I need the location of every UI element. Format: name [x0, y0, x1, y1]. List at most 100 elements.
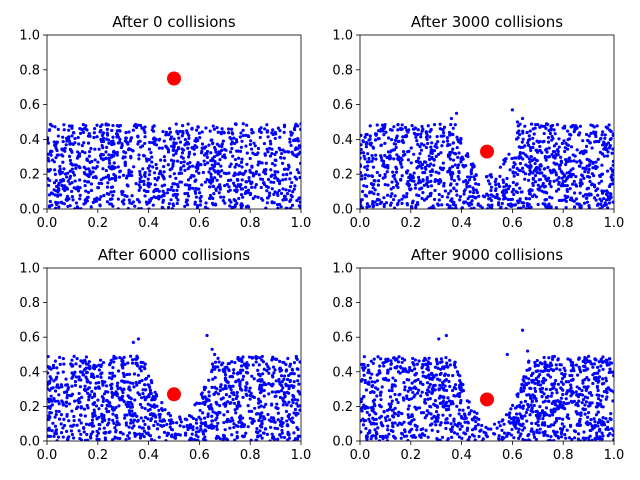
small-particle [211, 377, 215, 381]
small-particle [152, 423, 156, 428]
small-particle [247, 389, 251, 393]
small-particle [100, 133, 104, 138]
small-particle [260, 425, 264, 429]
small-particle [163, 158, 167, 163]
small-particle [158, 137, 162, 141]
small-particle [91, 166, 95, 170]
small-particle [476, 422, 480, 427]
small-particle [406, 407, 410, 411]
small-particle [597, 402, 601, 406]
small-particle [288, 185, 293, 189]
small-particle [578, 164, 582, 168]
small-particle [445, 139, 450, 143]
small-particle [460, 389, 464, 393]
small-particle [555, 416, 559, 421]
small-particle [548, 182, 552, 186]
small-particle [389, 359, 393, 363]
small-particle [187, 136, 191, 140]
small-particle [524, 438, 528, 441]
small-particle [552, 168, 556, 172]
small-particle [116, 197, 120, 201]
small-particle [430, 151, 434, 155]
small-particle [569, 369, 573, 373]
small-particle [53, 359, 57, 363]
small-particle [217, 152, 221, 156]
small-particle [420, 366, 424, 370]
small-particle [590, 401, 594, 405]
small-particle [372, 410, 376, 414]
small-particle [187, 133, 191, 137]
y-tick-label: 0.6 [19, 98, 40, 113]
small-particle [578, 184, 583, 188]
small-particle [286, 150, 290, 154]
small-particle [524, 163, 528, 167]
small-particle [54, 142, 58, 146]
small-particle [451, 158, 456, 162]
small-particle [212, 392, 216, 396]
small-particle [432, 206, 436, 209]
small-particle [199, 199, 203, 203]
small-particle [275, 191, 279, 195]
small-particle [218, 185, 222, 189]
small-particle [104, 384, 109, 388]
small-particle [143, 141, 147, 146]
small-particle [50, 429, 54, 433]
small-particle [216, 356, 220, 360]
small-particle [112, 421, 116, 425]
small-particle [136, 418, 140, 422]
small-particle [249, 147, 254, 151]
small-particle [450, 170, 454, 175]
small-particle [392, 125, 396, 129]
small-particle [516, 430, 520, 434]
small-particle [596, 139, 600, 144]
small-particle [222, 434, 227, 438]
small-particle [533, 173, 538, 178]
small-particle [452, 186, 456, 190]
small-particle [284, 362, 288, 367]
small-particle [194, 430, 198, 434]
y-tick-label: 0.2 [332, 400, 353, 415]
y-tick-label: 0.2 [19, 168, 40, 183]
small-particle [554, 419, 559, 423]
small-particle [420, 162, 425, 167]
small-particle [107, 430, 111, 435]
small-particle [57, 181, 61, 185]
small-particle [47, 183, 51, 188]
small-particle [215, 401, 219, 406]
small-particle [186, 162, 190, 166]
small-particle [433, 365, 438, 369]
small-particle [53, 399, 58, 403]
small-particle [248, 156, 252, 161]
small-particle [282, 392, 287, 396]
small-particle [561, 183, 565, 188]
small-particle [101, 383, 105, 387]
small-particle [528, 129, 532, 133]
small-particle [452, 151, 457, 155]
small-particle [599, 136, 603, 141]
small-particle [110, 390, 114, 395]
small-particle [143, 388, 147, 392]
small-particle [85, 370, 89, 374]
small-particle [206, 414, 210, 419]
small-particle [88, 169, 92, 173]
small-particle [89, 432, 93, 436]
small-particle [372, 182, 376, 187]
small-particle [564, 397, 568, 401]
small-particle [437, 171, 441, 175]
small-particle [549, 408, 553, 412]
small-particle [456, 174, 460, 179]
small-particle [240, 358, 244, 362]
small-particle [50, 203, 54, 207]
small-particle [74, 375, 79, 379]
small-particle [381, 176, 385, 180]
small-particle [521, 406, 525, 410]
small-particle [501, 178, 505, 182]
small-particle [82, 202, 86, 206]
small-particle [497, 434, 501, 438]
small-particle [536, 187, 540, 191]
small-particle [78, 385, 83, 389]
small-particle [526, 349, 530, 353]
small-particle [205, 177, 209, 182]
small-particle [261, 360, 265, 364]
small-particle [214, 365, 218, 369]
